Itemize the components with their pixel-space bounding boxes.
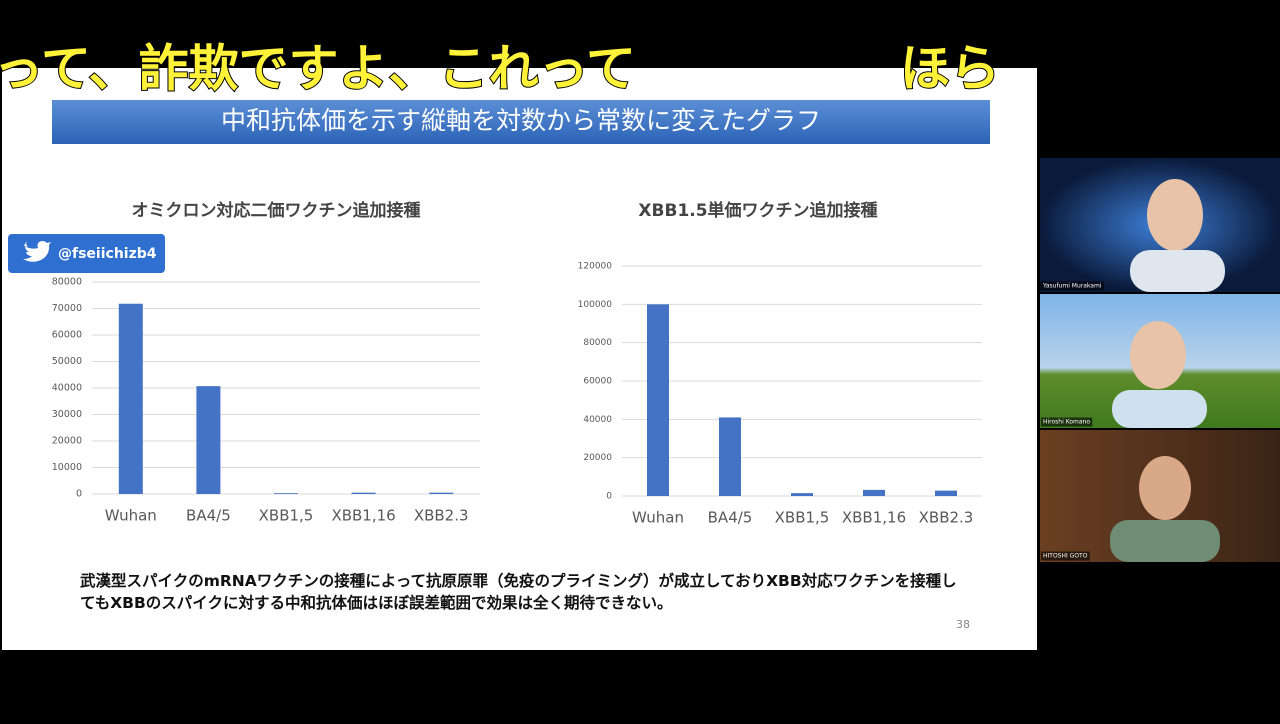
y-tick-label: 120000 xyxy=(578,262,613,272)
y-tick-label: 0 xyxy=(606,492,612,502)
bar xyxy=(118,303,143,494)
participant-body xyxy=(1112,390,1207,428)
x-tick-label: Wuhan xyxy=(632,509,684,527)
x-tick-label: XBB1,16 xyxy=(331,507,395,525)
y-tick-label: 40000 xyxy=(583,415,612,425)
x-tick-label: XBB1,5 xyxy=(259,507,314,525)
slide-header-bar xyxy=(52,100,990,144)
page-number: 38 xyxy=(956,618,970,631)
y-tick-label: 20000 xyxy=(52,436,82,447)
participant-name: Hiroshi Komano xyxy=(1043,419,1090,426)
twitter-handle: @fseiichizb4 xyxy=(58,246,157,262)
chart-title: XBB1.5単価ワクチン追加接種 xyxy=(638,200,877,221)
y-tick-label: 80000 xyxy=(52,277,82,288)
y-tick-label: 0 xyxy=(76,489,82,500)
slide-header: 中和抗体価を示す縦軸を対数から常数に変えたグラフ xyxy=(221,106,821,135)
bar xyxy=(935,490,957,496)
y-tick-label: 80000 xyxy=(583,338,612,348)
caption-overlay: だって、詐欺ですよ、これって xyxy=(0,40,636,98)
y-tick-label: 60000 xyxy=(583,377,612,387)
x-tick-label: BA4/5 xyxy=(186,507,231,525)
bar xyxy=(196,386,221,494)
y-tick-label: 10000 xyxy=(52,462,82,473)
bar xyxy=(719,417,741,496)
participant-face xyxy=(1147,179,1203,251)
participant-face xyxy=(1130,321,1186,389)
twitter-icon xyxy=(23,240,51,262)
chart-title: オミクロン対応二価ワクチン追加接種 xyxy=(132,200,421,221)
x-tick-label: XBB2.3 xyxy=(414,507,469,525)
participant-name: Yasufumi Murakami xyxy=(1042,283,1102,290)
bar xyxy=(351,492,376,494)
y-tick-label: 100000 xyxy=(578,300,613,310)
slide-note: 武漢型スパイクのmRNAワクチンの接種によって抗原原罪（免疫のプライミング）が成… xyxy=(80,572,957,612)
caption-overlay: ほら xyxy=(900,40,1000,98)
participant-body xyxy=(1110,520,1220,562)
bar xyxy=(863,489,885,496)
y-tick-label: 30000 xyxy=(52,409,82,420)
bar xyxy=(274,493,298,494)
participant-face xyxy=(1139,456,1191,520)
x-tick-label: XBB1,5 xyxy=(775,509,830,527)
y-tick-label: 70000 xyxy=(52,303,82,314)
participant-body xyxy=(1130,250,1225,292)
participant-name-bg xyxy=(1040,281,1104,291)
y-tick-label: 40000 xyxy=(52,383,82,394)
bar xyxy=(791,493,813,496)
participant-name-bg xyxy=(1041,551,1090,561)
slide xyxy=(2,68,1037,650)
x-tick-label: Wuhan xyxy=(105,507,157,525)
x-tick-label: XBB2.3 xyxy=(919,509,974,527)
bar xyxy=(429,492,454,494)
x-tick-label: BA4/5 xyxy=(708,509,753,527)
y-tick-label: 50000 xyxy=(52,356,82,367)
participant-name: HITOSHI GOTO xyxy=(1043,553,1088,560)
y-tick-label: 60000 xyxy=(52,330,82,341)
x-tick-label: XBB1,16 xyxy=(842,509,906,527)
bar xyxy=(647,304,669,496)
y-tick-label: 20000 xyxy=(583,453,612,463)
participant-name-bg xyxy=(1041,417,1093,427)
